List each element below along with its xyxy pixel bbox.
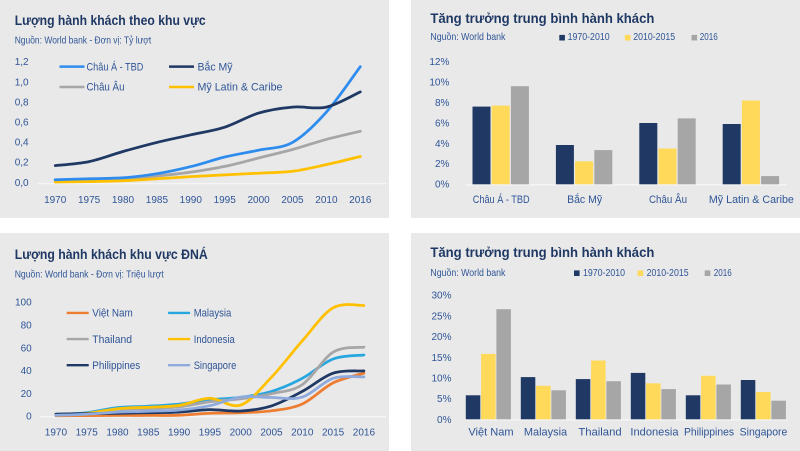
svg-text:1980: 1980 <box>112 195 135 206</box>
svg-text:1970-2010: 1970-2010 <box>583 268 625 279</box>
svg-text:10%: 10% <box>431 374 451 385</box>
svg-text:1970: 1970 <box>45 428 68 439</box>
svg-text:0: 0 <box>26 412 32 423</box>
svg-text:Lượng hành khách theo khu vực: Lượng hành khách theo khu vực <box>15 12 206 28</box>
svg-text:1995: 1995 <box>199 428 222 439</box>
svg-text:1975: 1975 <box>78 195 101 206</box>
svg-text:15%: 15% <box>431 353 451 364</box>
svg-text:Indonesia: Indonesia <box>630 427 679 439</box>
svg-text:Việt Nam: Việt Nam <box>468 427 513 439</box>
svg-text:1985: 1985 <box>137 428 160 439</box>
svg-text:0,6: 0,6 <box>15 118 29 129</box>
svg-text:Việt Nam: Việt Nam <box>92 308 133 320</box>
svg-text:Philippines: Philippines <box>684 427 735 439</box>
svg-text:Thailand: Thailand <box>92 334 132 346</box>
svg-text:0,8: 0,8 <box>15 97 29 108</box>
svg-text:2000: 2000 <box>230 428 253 439</box>
svg-text:4%: 4% <box>435 139 450 150</box>
svg-text:Lượng hành khách khu vực ĐNÁ: Lượng hành khách khu vực ĐNÁ <box>15 246 208 262</box>
svg-text:Tăng trưởng trung bình hành kh: Tăng trưởng trung bình hành khách <box>430 244 654 260</box>
svg-text:2016: 2016 <box>349 195 372 206</box>
svg-text:2010: 2010 <box>291 428 314 439</box>
svg-text:Mỹ Latin & Caribe: Mỹ Latin & Caribe <box>198 82 283 94</box>
svg-text:2016: 2016 <box>714 268 732 279</box>
svg-text:Malaysia: Malaysia <box>194 308 232 320</box>
svg-text:1990: 1990 <box>168 428 191 439</box>
svg-text:100: 100 <box>15 298 32 309</box>
svg-text:Châu Á - TBD: Châu Á - TBD <box>473 193 530 206</box>
svg-text:2010: 2010 <box>315 195 338 206</box>
svg-text:Mỹ Latin & Caribe: Mỹ Latin & Caribe <box>709 194 794 206</box>
svg-text:0%: 0% <box>435 180 450 191</box>
svg-text:1995: 1995 <box>214 195 237 206</box>
svg-text:12%: 12% <box>429 57 449 68</box>
svg-text:80: 80 <box>21 320 33 331</box>
svg-text:2016: 2016 <box>700 32 718 43</box>
svg-text:Tăng trưởng trung bình hành kh: Tăng trưởng trung bình hành khách <box>430 10 654 26</box>
svg-text:Bắc Mỹ: Bắc Mỹ <box>198 60 233 73</box>
svg-text:2010-2015: 2010-2015 <box>647 268 689 279</box>
svg-text:1970: 1970 <box>44 195 67 206</box>
svg-text:1,2: 1,2 <box>15 57 29 68</box>
svg-text:Singapore: Singapore <box>740 427 788 439</box>
svg-text:0%: 0% <box>437 415 452 426</box>
svg-text:2%: 2% <box>435 159 450 170</box>
svg-text:2015: 2015 <box>322 428 345 439</box>
svg-text:5%: 5% <box>437 394 452 405</box>
svg-text:2010-2015: 2010-2015 <box>633 32 675 43</box>
svg-text:1970-2010: 1970-2010 <box>568 32 610 43</box>
svg-text:40: 40 <box>21 366 33 377</box>
svg-text:20: 20 <box>21 389 33 400</box>
svg-text:1985: 1985 <box>146 195 169 206</box>
svg-text:6%: 6% <box>435 118 450 129</box>
svg-text:2005: 2005 <box>260 428 283 439</box>
svg-text:1975: 1975 <box>76 428 99 439</box>
svg-text:Nguồn: World bank: Nguồn: World bank <box>430 267 506 279</box>
svg-text:Singapore: Singapore <box>194 360 237 372</box>
svg-text:20%: 20% <box>431 332 451 343</box>
svg-text:25%: 25% <box>431 311 451 322</box>
svg-text:Philippines: Philippines <box>92 360 140 372</box>
svg-text:30%: 30% <box>431 291 451 302</box>
svg-text:2000: 2000 <box>247 195 270 206</box>
svg-text:Châu Âu: Châu Âu <box>87 81 125 94</box>
svg-text:1990: 1990 <box>180 195 203 206</box>
svg-text:0,0: 0,0 <box>15 178 29 189</box>
svg-text:2016: 2016 <box>353 428 376 439</box>
svg-text:0,4: 0,4 <box>15 138 29 149</box>
svg-text:Malaysia: Malaysia <box>524 427 568 439</box>
svg-text:2005: 2005 <box>281 195 304 206</box>
svg-text:Bắc Mỹ: Bắc Mỹ <box>567 193 602 206</box>
svg-text:Nguồn: World bank - Đơn vị: Tỷ: Nguồn: World bank - Đơn vị: Tỷ lượt <box>15 35 152 47</box>
svg-text:0,2: 0,2 <box>15 158 29 169</box>
svg-text:Nguồn: World bank - Đơn vị: Tr: Nguồn: World bank - Đơn vị: Triệu lượt <box>15 269 164 281</box>
svg-text:Indonesia: Indonesia <box>194 334 236 346</box>
svg-text:8%: 8% <box>435 98 450 109</box>
svg-text:Châu Á - TBD: Châu Á - TBD <box>87 60 144 73</box>
svg-text:10%: 10% <box>429 78 449 89</box>
svg-text:Nguồn: World bank: Nguồn: World bank <box>430 31 506 43</box>
svg-text:1,0: 1,0 <box>15 77 29 88</box>
svg-text:1980: 1980 <box>106 428 129 439</box>
svg-text:Châu Âu: Châu Âu <box>649 193 687 206</box>
svg-text:60: 60 <box>21 343 33 354</box>
svg-text:Thailand: Thailand <box>578 427 621 439</box>
